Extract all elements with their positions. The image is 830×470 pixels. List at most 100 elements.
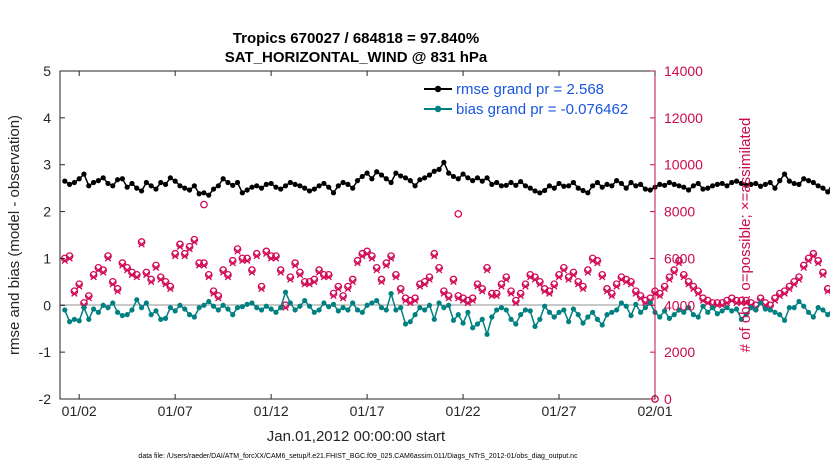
bias-point: [503, 307, 509, 313]
obs-assimilated-point: [325, 273, 332, 281]
bias-point: [590, 309, 596, 315]
rmse-point: [522, 183, 529, 189]
rmse-point: [647, 187, 653, 193]
bias-point: [263, 303, 269, 309]
obs-assimilated-point: [234, 248, 241, 255]
rmse-point: [316, 183, 322, 189]
bias-point: [628, 312, 634, 319]
rmse-point: [657, 181, 663, 187]
obs-assimilated-point: [512, 299, 520, 307]
legend-bias-label: bias grand pr = -0.076462: [456, 101, 628, 118]
obs-assimilated-point: [738, 299, 745, 307]
rmse-point: [225, 179, 231, 186]
obs-assimilated-point: [339, 294, 347, 302]
rmse-point: [666, 179, 672, 186]
obs-assimilated-point: [675, 259, 683, 267]
series-layer: [60, 159, 830, 403]
rmse-point: [393, 170, 399, 176]
rmse-point: [681, 184, 687, 190]
x-tick-label: 01/07: [158, 403, 193, 419]
bias-point: [724, 305, 730, 311]
rmse-point: [378, 172, 385, 178]
obs-assimilated-point: [805, 257, 812, 265]
bias-point: [657, 314, 663, 320]
bias-point: [781, 317, 788, 323]
legend: rmse grand pr = 2.568 bias grand pr = -0…: [418, 78, 650, 120]
obs-assimilated-point: [301, 280, 308, 288]
bias-point: [158, 316, 164, 322]
rmse-point: [71, 179, 77, 186]
rmse-point: [249, 184, 255, 190]
rmse-point: [436, 166, 442, 172]
bias-point: [426, 302, 433, 308]
bias-point: [690, 312, 696, 318]
rmse-point: [729, 179, 735, 186]
obs-assimilated-point: [114, 287, 121, 295]
rmse-point: [162, 181, 169, 187]
obs-assimilated-point: [253, 252, 260, 260]
obs-assimilated-point: [133, 273, 141, 281]
bias-point: [633, 301, 639, 307]
bias-point: [378, 305, 385, 311]
rmse-point: [484, 175, 490, 181]
rmse-point: [350, 185, 356, 191]
obs-assimilated-point: [363, 250, 371, 258]
bias-point: [359, 309, 365, 315]
obs-assimilated-point: [90, 273, 97, 281]
obs-assimilated-point: [147, 278, 155, 286]
obs-assimilated-point: [771, 297, 779, 304]
bias-point: [206, 298, 212, 305]
bias-point: [729, 308, 735, 314]
rmse-point: [326, 184, 332, 190]
bias-point: [570, 306, 577, 312]
bias-point: [220, 302, 226, 308]
y-tick-label-left: 2: [43, 204, 51, 220]
bias-point: [402, 321, 409, 327]
rmse-point: [498, 183, 505, 189]
bias-point: [614, 307, 620, 313]
obs-assimilated-point: [699, 297, 707, 304]
rmse-point: [599, 184, 605, 190]
y-tick-label-left: -1: [39, 344, 52, 360]
rmse-point: [282, 183, 289, 189]
rmse-point: [182, 185, 188, 191]
obs-assimilated-point: [574, 280, 582, 288]
obs-assimilated-point: [239, 257, 246, 265]
obs-assimilated-point: [402, 297, 409, 304]
bias-point: [474, 321, 481, 327]
rmse-point: [148, 183, 154, 189]
bias-point: [215, 307, 221, 313]
obs-assimilated-point: [555, 273, 563, 281]
bias-point: [484, 331, 490, 337]
obs-assimilated-point: [195, 262, 203, 269]
bias-point: [580, 320, 586, 326]
bias-point: [76, 318, 82, 324]
rmse-point: [791, 180, 797, 187]
x-tick-label: 01/02: [62, 403, 97, 419]
bias-point: [542, 303, 548, 309]
bias-point: [666, 315, 672, 322]
y-tick-label-left: -2: [39, 391, 52, 407]
bias-point: [364, 302, 370, 308]
bias-point: [234, 305, 241, 311]
bias-point: [753, 307, 759, 313]
bias-point: [681, 309, 687, 315]
rmse-point: [623, 185, 629, 191]
obs-assimilated-point: [191, 238, 198, 246]
bias-point: [618, 300, 625, 306]
legend-box: [418, 78, 650, 120]
obs-assimilated-point: [776, 292, 784, 300]
bias-point: [383, 307, 389, 313]
bias-point: [90, 306, 97, 312]
rmse-point: [158, 179, 164, 186]
bias-point: [556, 309, 562, 315]
obs-assimilated-point: [723, 299, 731, 307]
bias-point: [532, 323, 538, 329]
rmse-point: [724, 183, 730, 189]
obs-assimilated-point: [407, 299, 414, 307]
rmse-point: [661, 182, 668, 188]
data-file-footnote: data file: /Users/raeder/DAI/ATM_forcXX/…: [138, 453, 578, 460]
bias-point: [62, 307, 68, 313]
obs-assimilated-point: [455, 294, 462, 302]
